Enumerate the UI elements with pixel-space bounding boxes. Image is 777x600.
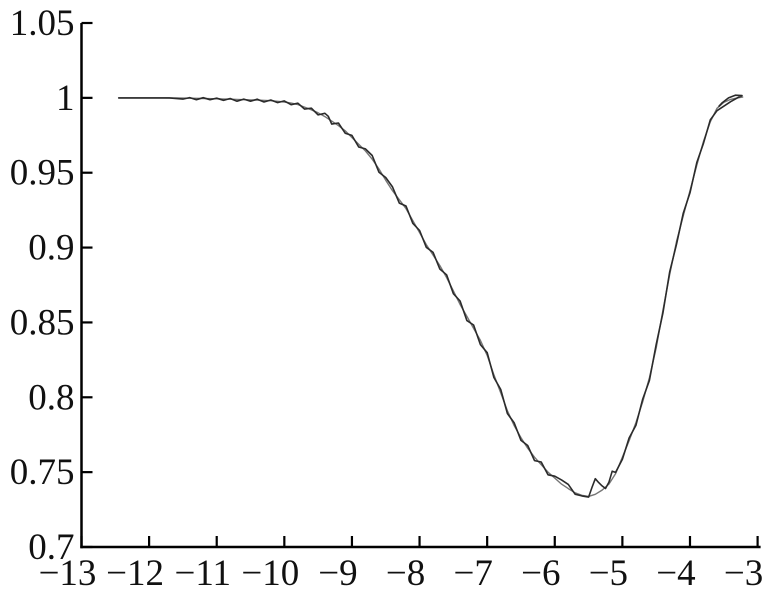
y-tick-label: 0.7 (28, 527, 74, 568)
x-tick-label: −13 (39, 553, 97, 594)
x-tick-label: −12 (106, 553, 164, 594)
x-tick-label: −9 (318, 553, 357, 594)
y-tick-label: 1.05 (10, 3, 75, 44)
y-tick-label: 0.75 (10, 452, 75, 493)
x-tick-label: −5 (589, 553, 628, 594)
observed-noisy-profile-curve (117, 94, 743, 498)
x-tick-label: −4 (656, 553, 695, 594)
x-tick-label: −3 (724, 553, 763, 594)
y-tick-label: 0.85 (10, 302, 75, 343)
x-tick-label: −6 (521, 553, 560, 594)
model-smooth-profile-curve (118, 96, 744, 498)
x-tick-label: −7 (453, 553, 492, 594)
y-tick-label: 0.8 (28, 377, 74, 418)
y-tick-label: 0.9 (28, 228, 74, 269)
x-tick-label: −10 (241, 553, 299, 594)
x-tick-label: −8 (386, 553, 425, 594)
y-tick-label: 1 (56, 78, 75, 119)
x-tick-label: −11 (174, 553, 231, 594)
y-tick-label: 0.95 (10, 153, 75, 194)
